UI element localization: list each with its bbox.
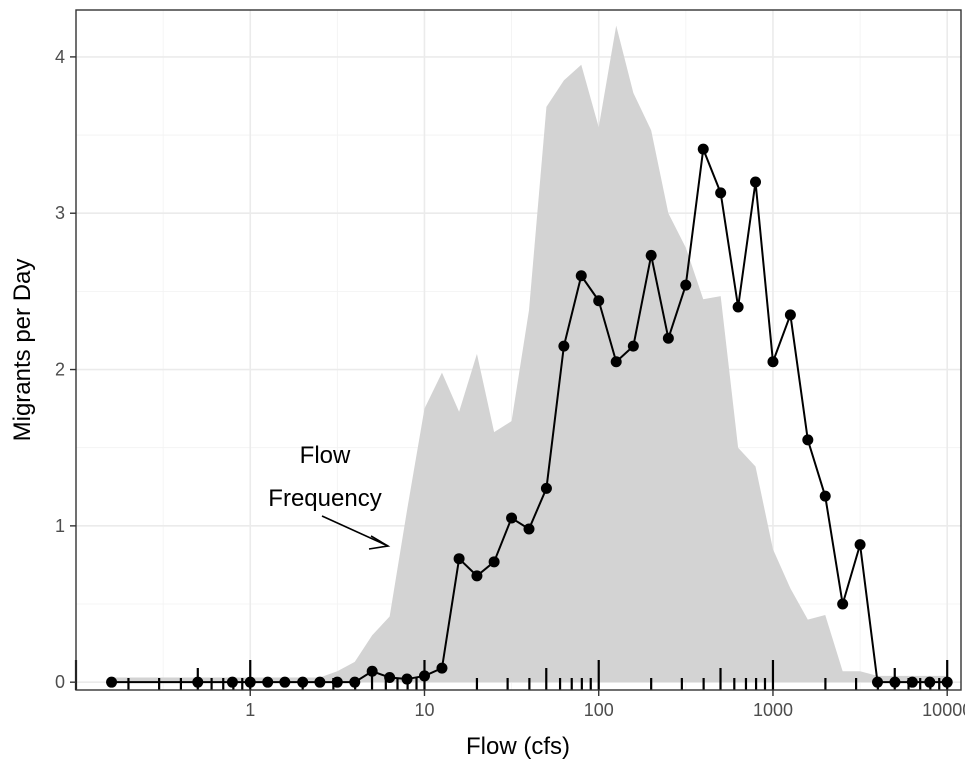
migrants-point — [244, 676, 256, 688]
migrants-point — [889, 676, 901, 688]
migrants-point — [558, 340, 570, 352]
migrants-point — [540, 482, 552, 494]
migrants-point — [106, 676, 118, 688]
flow-frequency-area — [111, 25, 948, 683]
migrants-point — [506, 512, 518, 524]
y-tick-label: 2 — [55, 360, 65, 380]
migrants-point — [662, 332, 674, 344]
migrants-point — [226, 676, 238, 688]
x-tick-label: 1 — [245, 700, 255, 720]
annotation-frequency: Frequency — [268, 485, 381, 512]
y-tick-label: 4 — [55, 47, 65, 67]
migrants-point — [854, 539, 866, 551]
y-tick-label: 0 — [55, 672, 65, 692]
migrants-point — [593, 295, 605, 307]
migrants-point — [767, 356, 779, 368]
migrants-point — [384, 671, 396, 683]
migrants-point — [575, 270, 587, 282]
migrants-point — [349, 676, 361, 688]
x-axis-title: Flow (cfs) — [466, 733, 570, 760]
migrants-point — [418, 670, 430, 682]
y-axis-title: Migrants per Day — [9, 259, 36, 442]
migrants-point — [906, 676, 918, 688]
migrants-point — [331, 676, 343, 688]
migrants-point — [192, 676, 204, 688]
migrants-point — [627, 340, 639, 352]
x-tick-label: 10 — [414, 700, 434, 720]
y-tick-label: 3 — [55, 203, 65, 223]
migrants-point — [697, 143, 709, 155]
migrants-point — [750, 176, 762, 188]
plot-panel-border — [75, 9, 962, 691]
migrants-point — [297, 676, 309, 688]
migrants-point — [471, 570, 483, 582]
migrants-point — [941, 676, 953, 688]
y-axis: 0 1 2 3 4 — [55, 47, 76, 692]
migrants-point — [488, 556, 500, 568]
migrants-series — [106, 143, 953, 688]
migrants-point — [802, 434, 814, 446]
annotation-flow: Flow — [300, 442, 351, 469]
migrants-point — [645, 249, 657, 261]
migrants-point — [784, 309, 796, 321]
migrants-point — [610, 356, 622, 368]
x-tick-label: 1000 — [753, 700, 793, 720]
migrants-point — [715, 187, 727, 199]
migrants-point — [401, 673, 413, 685]
migrants-point — [279, 676, 291, 688]
migrants-point — [262, 676, 274, 688]
migrants-point — [523, 523, 535, 535]
migrants-point — [453, 553, 465, 565]
migrants-point — [837, 598, 849, 610]
migrants-point — [924, 676, 936, 688]
migrants-point — [732, 301, 744, 313]
flow-frequency-area-path — [111, 25, 948, 683]
migrants-point — [872, 676, 884, 688]
migrants-point — [819, 490, 831, 502]
migrants-point — [366, 665, 378, 677]
y-tick-label: 1 — [55, 516, 65, 536]
x-tick-label: 100 — [584, 700, 614, 720]
annotation-arrow — [321, 515, 391, 550]
migrants-point — [436, 662, 448, 674]
migrants-point — [680, 279, 692, 291]
migrants-point — [314, 676, 326, 688]
